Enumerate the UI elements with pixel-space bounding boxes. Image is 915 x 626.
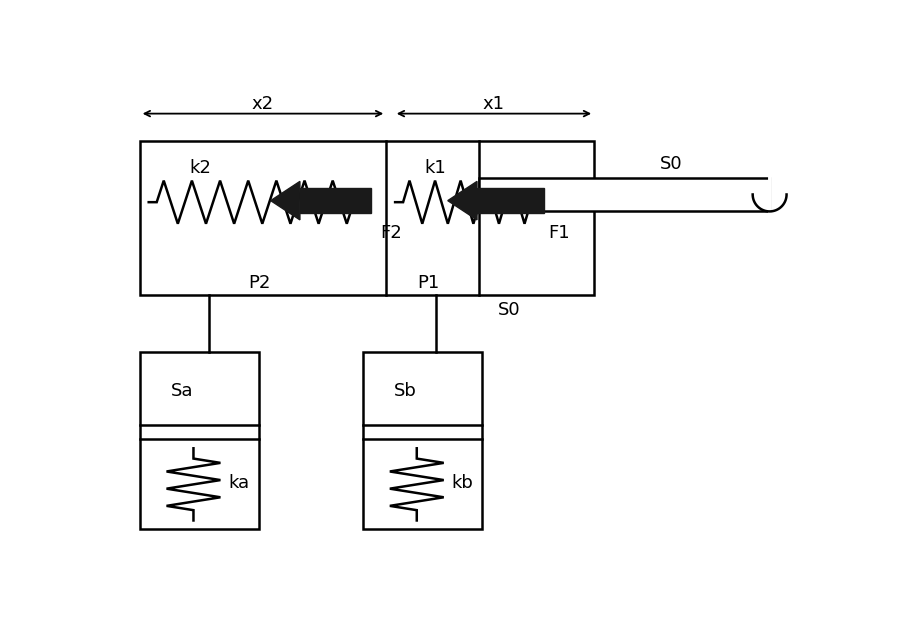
Text: P2: P2	[248, 274, 270, 292]
Polygon shape	[271, 182, 300, 220]
Polygon shape	[447, 182, 477, 220]
Text: x1: x1	[483, 95, 505, 113]
Text: F1: F1	[548, 224, 569, 242]
Text: F2: F2	[380, 224, 402, 242]
Bar	[140, 141, 594, 295]
Text: x2: x2	[252, 95, 274, 113]
Text: ka: ka	[229, 475, 250, 492]
Text: P1: P1	[417, 274, 439, 292]
Text: S0: S0	[660, 155, 683, 173]
Text: kb: kb	[452, 475, 473, 492]
Bar	[363, 352, 482, 530]
Text: k1: k1	[425, 158, 447, 177]
Text: k2: k2	[189, 158, 211, 177]
Text: Sa: Sa	[170, 382, 193, 400]
Bar	[477, 188, 544, 213]
Bar	[479, 178, 770, 212]
Text: S0: S0	[498, 301, 521, 319]
Bar	[140, 352, 259, 530]
Text: Sb: Sb	[393, 382, 416, 400]
Bar	[300, 188, 371, 213]
